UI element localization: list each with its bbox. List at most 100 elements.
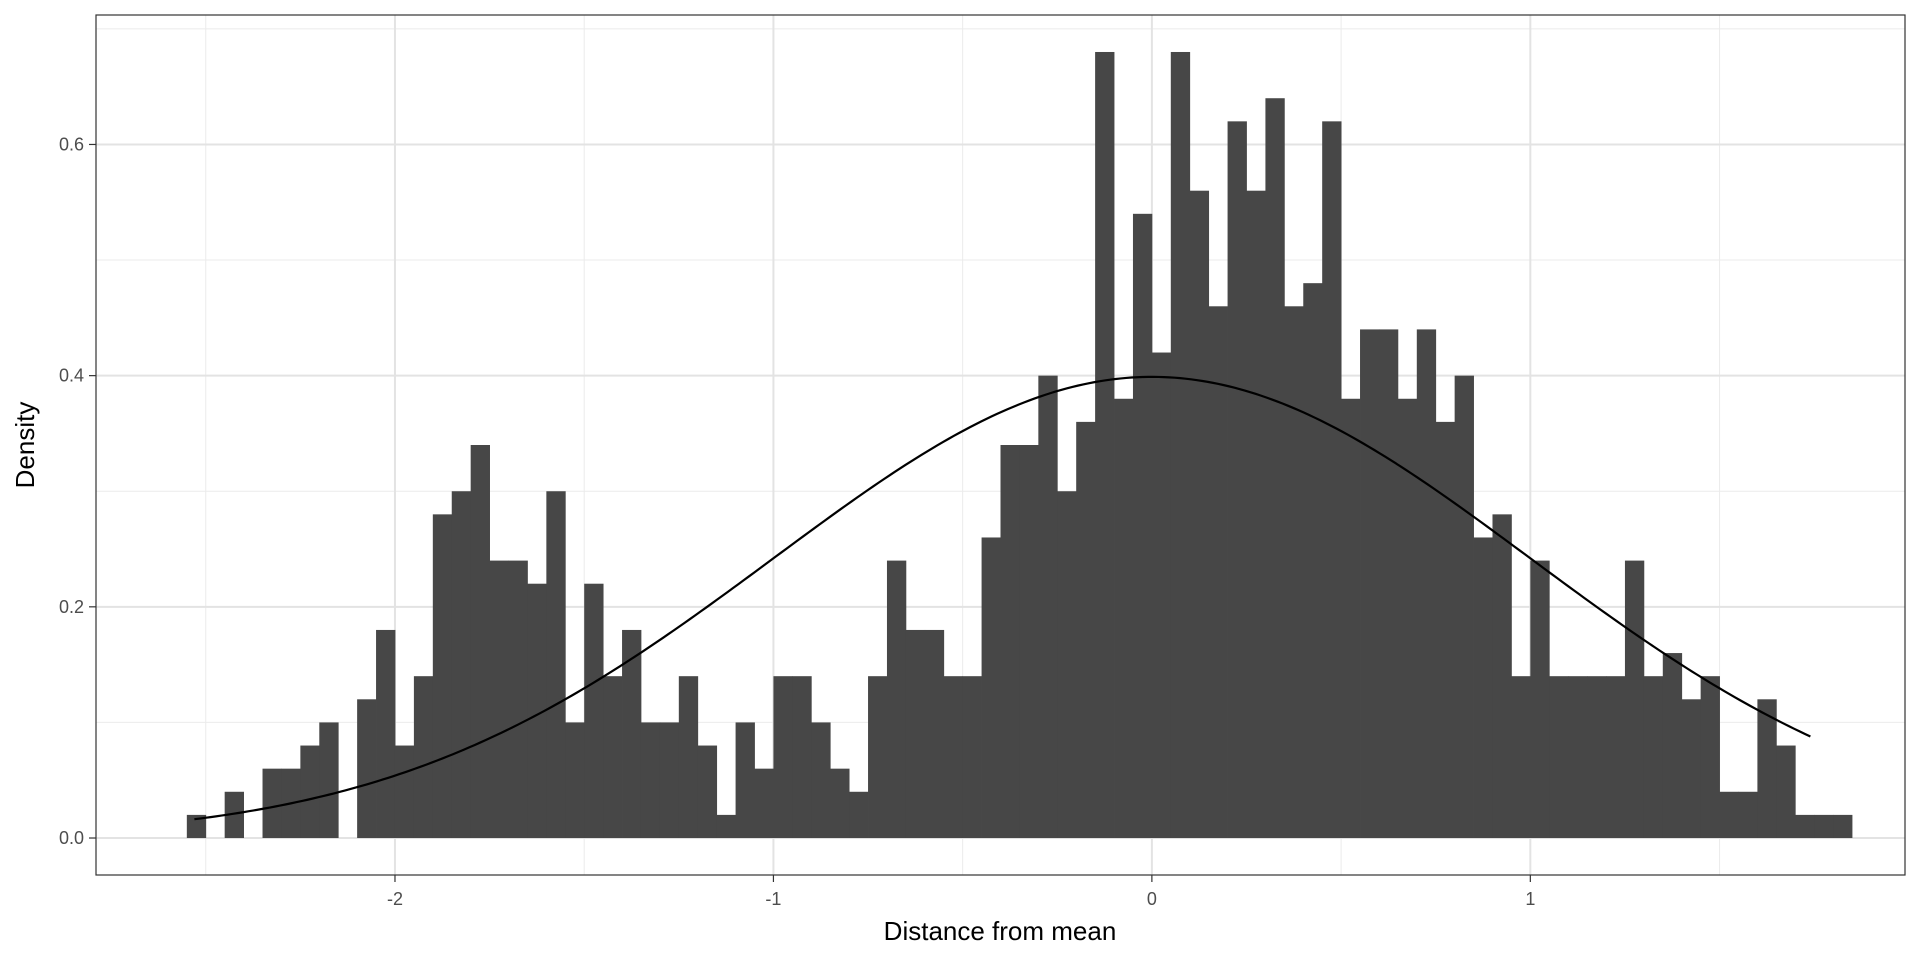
x-tick-label: 0 — [1147, 889, 1157, 909]
histogram-bar — [1341, 398, 1361, 839]
histogram-bar — [1416, 329, 1437, 839]
histogram-bar — [1189, 190, 1210, 839]
histogram-bar — [792, 676, 812, 839]
histogram-bar — [394, 745, 415, 839]
histogram-bar — [1208, 306, 1228, 839]
histogram-bar — [300, 745, 320, 839]
y-tick-label: 0.6 — [59, 134, 84, 154]
histogram-bar — [1814, 814, 1834, 839]
histogram-bar — [754, 768, 774, 839]
histogram-bar — [470, 445, 490, 839]
histogram-bar — [489, 560, 509, 839]
histogram-bar — [981, 537, 1001, 839]
histogram-bar — [1492, 514, 1512, 839]
histogram-bar — [1265, 98, 1285, 839]
histogram-bar — [546, 491, 566, 839]
histogram-bar — [451, 491, 472, 839]
histogram-bar — [735, 722, 755, 839]
histogram-bar — [678, 676, 699, 839]
x-tick-label: -2 — [387, 889, 403, 909]
histogram-bar — [1132, 213, 1153, 839]
histogram-bar — [1038, 375, 1058, 839]
x-axis-title: Distance from mean — [884, 916, 1117, 946]
histogram-bar — [1795, 814, 1815, 839]
histogram-bar — [1397, 398, 1418, 839]
y-tick-label: 0.4 — [59, 366, 84, 386]
histogram-bar — [1643, 676, 1664, 839]
plot-panel-border — [95, 14, 1906, 876]
histogram-bar — [1833, 814, 1853, 839]
histogram-bar — [1473, 537, 1493, 839]
y-tick-label: 0.0 — [59, 828, 84, 848]
histogram-bar — [1303, 283, 1323, 839]
histogram-bar — [1454, 375, 1474, 839]
histogram-bar — [905, 629, 926, 839]
histogram-bar — [319, 722, 339, 839]
histogram-bar — [1435, 421, 1456, 839]
x-axis: -2 -1 0 1 — [387, 875, 1535, 909]
histogram-bar — [508, 560, 528, 839]
histogram-bar — [1284, 306, 1304, 839]
y-axis: 0.0 0.2 0.4 0.6 — [59, 134, 96, 848]
histogram-bar — [1700, 676, 1720, 839]
histogram-bar — [376, 629, 396, 839]
histogram-bar — [1246, 190, 1266, 839]
histogram-bar — [1681, 699, 1702, 839]
histogram-bar — [1568, 676, 1588, 839]
histogram-bar — [262, 768, 282, 839]
histogram-bar — [1378, 329, 1399, 839]
histogram-bar — [224, 791, 244, 839]
histogram-bar — [1606, 676, 1626, 839]
histogram-bar — [1549, 676, 1569, 839]
histogram-bar — [1151, 352, 1172, 839]
histogram-bar — [1738, 791, 1758, 839]
histogram-bar — [1587, 676, 1607, 839]
normal-density-curve — [194, 375, 1811, 821]
histogram-bar — [640, 722, 661, 839]
histogram-bar — [1624, 560, 1645, 839]
histogram-bar — [773, 676, 793, 839]
histogram-bar — [1360, 329, 1380, 839]
histogram-bar — [830, 768, 850, 839]
histogram-bar — [716, 814, 736, 839]
y-tick-label: 0.2 — [59, 597, 84, 617]
histogram-bar — [849, 791, 869, 839]
histogram-bar — [1095, 51, 1115, 839]
histogram-bar — [565, 722, 585, 839]
histogram-bar — [432, 514, 453, 839]
histogram-bar — [1511, 676, 1531, 839]
histogram-bar — [943, 676, 964, 839]
histogram-bar — [1114, 398, 1134, 839]
histogram-bar — [868, 676, 888, 839]
histogram-bar — [886, 560, 907, 839]
y-axis-title: Density — [10, 402, 40, 489]
histogram-bar — [1227, 121, 1247, 839]
histogram-bar — [1170, 51, 1191, 839]
histogram-bar — [1000, 445, 1020, 839]
histogram-bar — [1662, 653, 1683, 839]
histogram-bars — [186, 51, 1853, 839]
x-tick-label: -1 — [765, 889, 781, 909]
histogram-bar — [413, 676, 434, 839]
histogram-bar — [1719, 791, 1739, 839]
histogram-bar — [1776, 745, 1796, 839]
histogram-bar — [584, 583, 604, 839]
histogram-bar — [962, 676, 982, 839]
histogram-bar — [603, 676, 623, 839]
histogram-bar — [622, 629, 642, 839]
histogram-bar — [1530, 560, 1550, 839]
histogram-bar — [1076, 421, 1096, 839]
histogram-bar — [186, 814, 207, 839]
histogram-bar — [924, 629, 945, 839]
histogram-bar — [1019, 445, 1039, 839]
histogram-bar — [357, 699, 377, 839]
histogram-bar — [527, 583, 547, 839]
histogram-bar — [1057, 491, 1077, 839]
histogram-bar — [1757, 699, 1777, 839]
histogram-bar — [697, 745, 718, 839]
histogram-bar — [1322, 121, 1342, 839]
histogram-bar — [811, 722, 831, 839]
x-tick-label: 1 — [1525, 889, 1535, 909]
histogram-bar — [659, 722, 680, 839]
